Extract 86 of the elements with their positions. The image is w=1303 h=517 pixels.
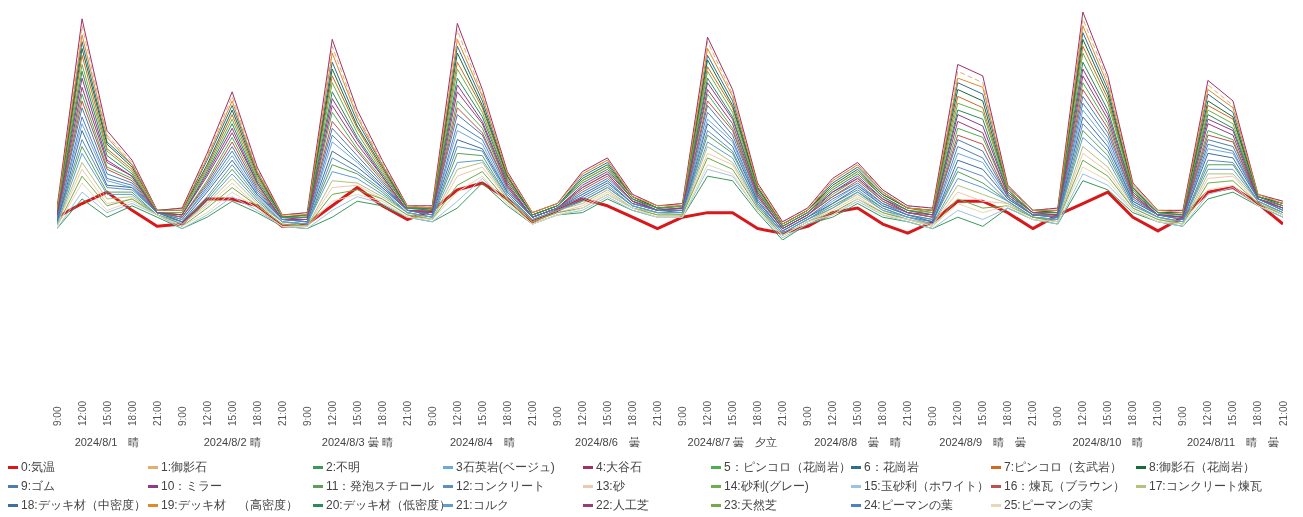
x-tick-label: 15:00 [226, 400, 238, 426]
x-tick-label: 12:00 [76, 400, 88, 426]
legend-label: 0:気温 [21, 459, 56, 476]
x-tick-label: 15:00 [977, 400, 989, 426]
x-tick-label: 21:00 [151, 400, 163, 426]
x-tick-label: 12:00 [201, 400, 213, 426]
legend-label: 23:天然芝 [724, 497, 777, 514]
x-tick-label: 9:00 [551, 406, 563, 426]
legend-label: 14:砂利(グレー) [724, 478, 809, 495]
legend-label: 25:ピーマンの実 [1004, 497, 1093, 514]
legend-label: 19:デッキ材 （高密度） [161, 497, 298, 514]
x-tick-label: 21:00 [1277, 400, 1289, 426]
x-tick-label: 21:00 [401, 400, 413, 426]
x-tick-label: 9:00 [1177, 406, 1189, 426]
legend-label: 9:ゴム [21, 478, 56, 495]
text: 2024/8/8 曇 晴 [814, 436, 902, 448]
legend-label: 22:人工芝 [596, 497, 649, 514]
text: 2024/8/4 晴 [449, 436, 515, 448]
legend-label: 15:玉砂利（ホワイト） [864, 478, 989, 495]
legend-label: 4:大谷石 [596, 459, 643, 476]
x-tick-label: 15:00 [727, 400, 739, 426]
legend-label: 6：花崗岩 [864, 459, 919, 476]
legend-label: 10：ミラー [161, 478, 223, 495]
text: 2024/8/1 晴 [74, 436, 140, 448]
x-tick-label: 15:00 [852, 400, 864, 426]
text: 2024/8/3 曇 晴 [321, 436, 393, 448]
x-tick-label: 18:00 [126, 400, 138, 426]
legend-label: 11：発泡スチロール [326, 478, 435, 495]
x-tick-label: 9:00 [51, 406, 63, 426]
x-tick-label: 21:00 [526, 400, 538, 426]
x-tick-label: 15:00 [101, 400, 113, 426]
x-tick-label: 12:00 [326, 400, 338, 426]
x-tick-label: 18:00 [752, 400, 764, 426]
x-tick-label: 21:00 [1152, 400, 1164, 426]
x-tick-label: 12:00 [1077, 400, 1089, 426]
x-tick-label: 9:00 [802, 406, 814, 426]
x-tick-label: 18:00 [501, 400, 513, 426]
x-tick-label: 9:00 [927, 406, 939, 426]
x-tick-label: 15:00 [601, 400, 613, 426]
x-tick-label: 18:00 [626, 400, 638, 426]
x-tick-label: 12:00 [827, 400, 839, 426]
legend-label: 8:御影石（花崗岩） [1149, 459, 1256, 476]
legend-label: 7:ピンコロ（玄武岩） [1004, 459, 1123, 476]
legend-label: 18:デッキ材（中密度） [21, 497, 146, 514]
x-tick-label: 18:00 [251, 400, 263, 426]
x-tick-label: 9:00 [677, 406, 689, 426]
x-tick-label: 9:00 [301, 406, 313, 426]
legend-label: 1:御影石 [161, 459, 208, 476]
x-tick-label: 15:00 [1102, 400, 1114, 426]
x-tick-label: 21:00 [777, 400, 789, 426]
legend-label: 17:コンクリート煉瓦 [1149, 478, 1262, 495]
x-tick-label: 21:00 [1027, 400, 1039, 426]
text: 2024/8/11 晴 曇 [1186, 436, 1280, 448]
x-tick-label: 18:00 [1252, 400, 1264, 426]
x-tick-label: 9:00 [426, 406, 438, 426]
x-tick-label: 12:00 [952, 400, 964, 426]
x-tick-label: 18:00 [1002, 400, 1014, 426]
x-tick-label: 15:00 [476, 400, 488, 426]
x-tick-label: 9:00 [1052, 406, 1064, 426]
x-tick-label: 12:00 [1202, 400, 1214, 426]
legend-label: 3石英岩(ベージュ) [456, 459, 555, 476]
x-tick-label: 12:00 [451, 400, 463, 426]
legend-label: 12:コンクリート [456, 478, 545, 495]
text: 2024/8/2 晴 [203, 436, 261, 448]
x-tick-label: 15:00 [1227, 400, 1239, 426]
x-tick-label: 12:00 [702, 400, 714, 426]
legend-label: 20:デッキ材（低密度） [326, 497, 451, 514]
text: 2024/8/10 晴 [1072, 436, 1144, 448]
text: 2024/8/6 曇 [575, 436, 640, 448]
legend-label: 13:砂 [596, 478, 625, 495]
text: 2024/8/7 曇 夕立 [687, 436, 778, 448]
legend-label: 2:不明 [326, 459, 361, 476]
text: 2024/8/9 晴 曇 [939, 436, 1027, 448]
legend-label: 16：煉瓦（ブラウン） [1004, 478, 1126, 495]
x-tick-label: 21:00 [651, 400, 663, 426]
x-tick-label: 18:00 [376, 400, 388, 426]
x-tick-label: 21:00 [902, 400, 914, 426]
x-tick-label: 9:00 [176, 406, 188, 426]
x-tick-label: 18:00 [877, 400, 889, 426]
legend-label: 5：ピンコロ（花崗岩） [724, 459, 851, 476]
x-tick-label: 18:00 [1127, 400, 1139, 426]
x-tick-label: 15:00 [351, 400, 363, 426]
legend-label: 24:ピーマンの葉 [864, 497, 953, 514]
x-tick-label: 21:00 [276, 400, 288, 426]
legend-label: 21:コルク [456, 497, 509, 514]
x-tick-label: 12:00 [576, 400, 588, 426]
